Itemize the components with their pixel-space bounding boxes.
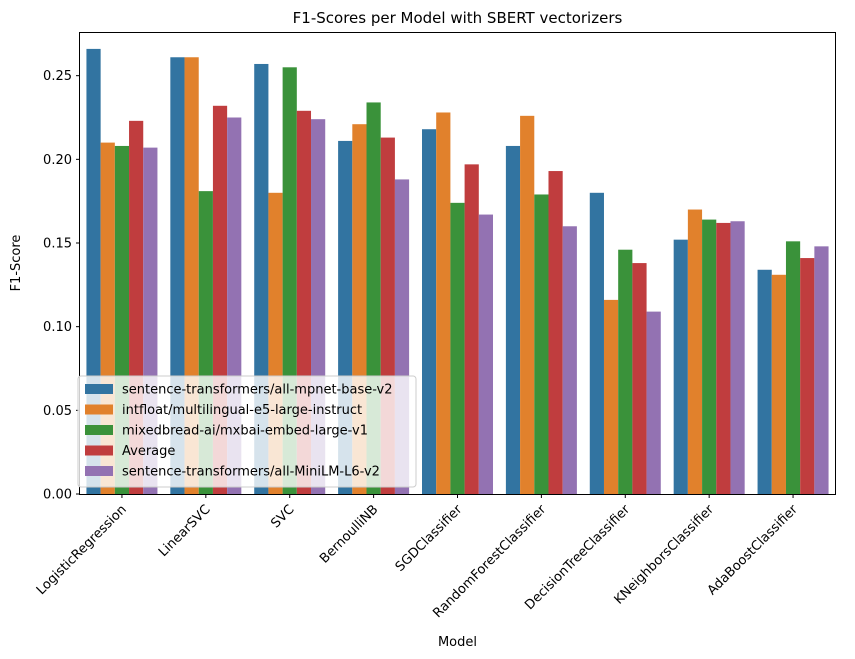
y-axis-label: F1-Score (9, 235, 24, 292)
bar (771, 274, 786, 494)
bar (702, 219, 717, 494)
legend-swatch (85, 425, 113, 435)
bar (520, 115, 535, 494)
bar (632, 263, 647, 494)
bar (673, 239, 688, 494)
bar (589, 192, 604, 495)
bar (450, 202, 465, 494)
legend-swatch (85, 445, 113, 456)
y-axis: 0.00 0.05 0.10 0.15 0.20 0.25 (43, 69, 80, 503)
bar (730, 221, 745, 494)
legend-label: Average (122, 444, 175, 459)
bar (478, 214, 493, 494)
legend-swatch (85, 466, 113, 476)
bar (785, 241, 801, 494)
legend-label: intfloat/multilingual-e5-large-instruct (122, 403, 362, 418)
bar (534, 194, 549, 495)
legend-swatch (85, 404, 113, 415)
bar (436, 112, 451, 494)
legend-box (77, 375, 417, 488)
plot-frame (79, 32, 836, 495)
bar (505, 145, 521, 494)
bar (800, 258, 815, 494)
legend-swatch (85, 384, 113, 394)
legend-label: mixedbread-ai/mxbai-embed-large-v1 (122, 424, 368, 439)
legend-label: sentence-transformers/all-MiniLM-L6-v2 (122, 465, 380, 480)
bar (618, 249, 633, 494)
y-tick-label: 0.15 (43, 237, 72, 252)
x-axis-label: Model (438, 635, 477, 650)
bar (562, 226, 577, 494)
bar (687, 209, 703, 495)
y-tick-label: 0.20 (43, 153, 72, 168)
legend: sentence-transformers/all-mpnet-base-v2 i… (77, 375, 417, 488)
y-tick-label: 0.05 (43, 404, 72, 419)
y-tick-label: 0.25 (43, 69, 72, 84)
bar (646, 311, 661, 494)
chart-title: F1-Scores per Model with SBERT vectorize… (293, 9, 623, 27)
bar (548, 171, 563, 495)
bar (422, 129, 437, 494)
legend-label: sentence-transformers/all-mpnet-base-v2 (122, 383, 393, 398)
bar (603, 299, 619, 494)
bar (716, 222, 731, 495)
bar (814, 246, 829, 494)
y-tick-label: 0.10 (43, 320, 72, 335)
bar (464, 164, 479, 495)
bar (757, 269, 772, 494)
y-tick-label: 0.00 (43, 488, 72, 503)
